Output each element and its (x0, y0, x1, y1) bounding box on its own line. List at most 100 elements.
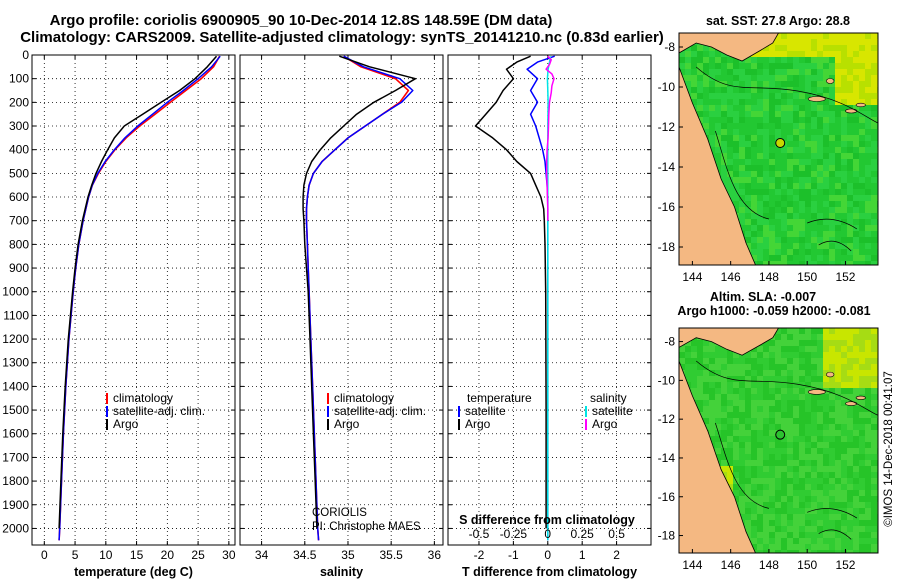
ocean-cell (685, 63, 692, 70)
ocean-cell (835, 346, 842, 353)
ocean-cell (799, 400, 806, 407)
ocean-cell (853, 255, 860, 262)
ocean-cell (835, 454, 842, 461)
ocean-cell (811, 340, 818, 347)
ocean-cell (775, 370, 782, 377)
ocean-cell (727, 183, 734, 190)
ocean-cell (793, 189, 800, 196)
ocean-cell (859, 39, 866, 46)
ocean-cell (787, 364, 794, 371)
ocean-cell (709, 364, 716, 371)
ocean-cell (763, 45, 770, 52)
ocean-cell (787, 430, 794, 437)
ocean-cell (781, 105, 788, 112)
ocean-cell (841, 436, 848, 443)
ocean-cell (721, 352, 728, 359)
map-x-tick-label: 146 (721, 270, 741, 284)
ocean-cell (709, 51, 716, 58)
ocean-cell (781, 550, 788, 553)
ocean-cell (799, 412, 806, 419)
ocean-cell (847, 87, 854, 94)
ocean-cell (817, 466, 824, 473)
ocean-cell (811, 63, 818, 70)
ocean-cell (703, 57, 710, 64)
ocean-cell (835, 376, 842, 383)
ocean-cell (745, 243, 752, 250)
ocean-cell (769, 346, 776, 353)
ocean-cell (757, 490, 764, 497)
ocean-cell (733, 81, 740, 88)
ocean-cell (847, 544, 854, 551)
ocean-cell (787, 141, 794, 148)
series-line-climatology (58, 55, 221, 541)
ocean-cell (781, 520, 788, 527)
ocean-cell (829, 207, 836, 214)
ocean-cell (763, 225, 770, 232)
series-line-salinity-argo (545, 55, 555, 221)
ocean-cell (871, 213, 878, 220)
ocean-cell (865, 105, 872, 112)
ocean-cell (733, 442, 740, 449)
ocean-cell (871, 171, 878, 178)
ocean-cell (841, 472, 848, 479)
ocean-cell (775, 87, 782, 94)
ocean-cell (745, 448, 752, 455)
ocean-cell (859, 430, 866, 437)
ocean-cell (829, 490, 836, 497)
ocean-cell (745, 460, 752, 467)
ocean-cell (865, 249, 872, 256)
shelf-contour (695, 66, 878, 124)
ocean-cell (835, 370, 842, 377)
ocean-cell (763, 424, 770, 431)
ocean-cell (733, 364, 740, 371)
ocean-cell (715, 63, 722, 70)
ocean-cell (769, 135, 776, 142)
ocean-cell (727, 135, 734, 142)
ocean-cell (733, 177, 740, 184)
ocean-cell (835, 69, 842, 76)
ocean-cell (757, 87, 764, 94)
ocean-cell (703, 81, 710, 88)
ocean-cell (745, 532, 752, 539)
ocean-cell (763, 159, 770, 166)
series-line-satellite-adj-clim- (58, 55, 221, 541)
ocean-cell (847, 514, 854, 521)
ocean-cell (733, 87, 740, 94)
ocean-cell (799, 159, 806, 166)
map-y-tick-label: -8 (664, 40, 675, 54)
ocean-cell (763, 57, 770, 64)
ocean-cell (763, 153, 770, 160)
ocean-cell (835, 448, 842, 455)
ocean-cell (757, 249, 764, 256)
ocean-cell (817, 189, 824, 196)
ocean-cell (841, 141, 848, 148)
ocean-cell (763, 183, 770, 190)
ocean-cell (715, 135, 722, 142)
ocean-cell (817, 424, 824, 431)
ocean-cell (871, 99, 878, 106)
ocean-cell (829, 213, 836, 220)
y-tick-label: 1500 (2, 403, 29, 417)
ocean-cell (763, 81, 770, 88)
ocean-cell (841, 496, 848, 503)
ocean-cell (811, 141, 818, 148)
map-y-tick-label: -16 (658, 490, 676, 504)
ocean-cell (751, 388, 758, 395)
ocean-cell (775, 243, 782, 250)
ocean-cell (781, 57, 788, 64)
ocean-cell (781, 69, 788, 76)
ocean-cell (763, 237, 770, 244)
ocean-cell (811, 460, 818, 467)
ocean-cell (775, 406, 782, 413)
ocean-cell (709, 382, 716, 389)
ocean-cell (853, 508, 860, 515)
ocean-cell (823, 370, 830, 377)
ocean-cell (811, 466, 818, 473)
ocean-cell (823, 231, 830, 238)
ocean-cell (781, 159, 788, 166)
ocean-cell (871, 87, 878, 94)
ocean-cell (817, 526, 824, 533)
ocean-cell (697, 111, 704, 118)
ocean-cell (781, 111, 788, 118)
ocean-cell (865, 502, 872, 509)
